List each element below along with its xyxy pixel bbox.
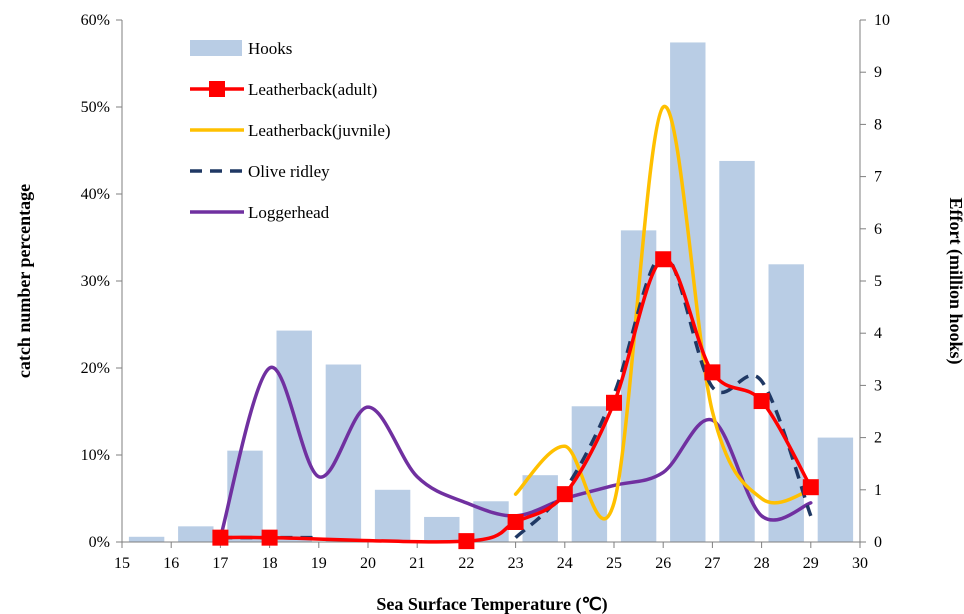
- lines-layer: [212, 105, 819, 550]
- point-leatherback-adult: [606, 394, 622, 411]
- point-leatherback-adult: [507, 513, 524, 530]
- bar-hooks: [719, 160, 755, 542]
- x-tick-label: 15: [114, 555, 130, 572]
- point-leatherback-adult: [753, 393, 770, 410]
- point-leatherback-adult: [458, 533, 475, 550]
- x-tick-label: 30: [852, 555, 868, 572]
- x-tick-label: 16: [163, 555, 179, 572]
- point-leatherback-adult: [212, 529, 229, 546]
- point-leatherback-adult: [655, 251, 672, 268]
- y-right-tick-label: 3: [874, 377, 882, 394]
- x-tick-label: 19: [311, 555, 327, 572]
- bar-hooks: [276, 330, 312, 542]
- x-tick-label: 23: [508, 555, 524, 572]
- series-line-loggerhead: [218, 365, 813, 540]
- legend-label-hooks: Hooks: [248, 39, 292, 58]
- series-line-leatherback-juvnile: [513, 105, 813, 521]
- y-right-tick-label: 5: [874, 273, 882, 290]
- y-right-tick-label: 2: [874, 430, 882, 447]
- bar-hooks: [670, 42, 706, 543]
- y-right-tick-label: 1: [874, 482, 882, 499]
- x-tick-label: 21: [409, 555, 425, 572]
- bar-hooks: [128, 536, 165, 542]
- y-left-tick-label: 30%: [81, 273, 110, 290]
- y-left-tick-label: 60%: [81, 12, 110, 29]
- y-left-tick-label: 10%: [81, 447, 110, 464]
- x-tick-label: 29: [803, 555, 819, 572]
- y-right-tick-label: 4: [874, 325, 882, 342]
- y-right-tick-label: 6: [874, 221, 882, 238]
- legend-label-leatherback-juvnile: Leatherback(juvnile): [248, 121, 391, 140]
- legend-label-olive-ridley: Olive ridley: [248, 162, 330, 181]
- legend-label-loggerhead: Loggerhead: [248, 203, 330, 222]
- y-left-tick-label: 40%: [81, 186, 110, 203]
- bar-hooks: [374, 489, 411, 542]
- axes-layer: 15 16 17 18 19 20 21 22 23 24 25 26 27 28 29 300%10%20%…: [81, 12, 890, 572]
- bar-hooks: [424, 516, 460, 542]
- y-right-tick-label: 9: [874, 64, 882, 81]
- y-right-tick-label: 10: [874, 12, 890, 29]
- legend-swatch-hooks: [190, 40, 242, 56]
- x-tick-label: 25: [606, 555, 622, 572]
- x-tick-label: 24: [557, 555, 573, 572]
- y-right-tick-label: 0: [874, 534, 882, 551]
- x-tick-label: 20: [360, 555, 376, 572]
- y-right-axis-title: Effort (million hooks): [945, 197, 964, 364]
- legend: Hooks Leatherback(adult) Leatherback(juvni…: [190, 39, 391, 222]
- x-tick-label: 22: [458, 555, 474, 572]
- legend-marker-leatherback-adult: [209, 81, 225, 97]
- y-left-axis-title: catch number percentage: [14, 184, 34, 378]
- point-leatherback-adult: [802, 479, 819, 496]
- x-tick-label: 18: [262, 555, 278, 572]
- x-tick-label: 26: [655, 555, 671, 572]
- legend-label-leatherback-adult: Leatherback(adult): [248, 80, 377, 99]
- bar-hooks: [227, 450, 263, 542]
- bar-hooks: [178, 526, 214, 542]
- x-tick-label: 17: [212, 555, 228, 572]
- point-leatherback-adult: [704, 364, 721, 381]
- y-left-tick-label: 50%: [81, 99, 110, 116]
- y-right-tick-label: 8: [874, 116, 882, 133]
- y-left-tick-label: 20%: [81, 360, 110, 377]
- bar-hooks: [325, 364, 362, 542]
- x-axis-title: Sea Surface Temperature (℃): [376, 594, 607, 614]
- bar-hooks: [817, 437, 854, 542]
- y-left-tick-label: 0%: [89, 534, 110, 551]
- series-line-leatherback-adult: [218, 257, 813, 544]
- point-leatherback-adult: [261, 529, 278, 546]
- x-tick-label: 28: [754, 555, 770, 572]
- x-tick-label: 27: [704, 555, 720, 572]
- y-right-tick-label: 7: [874, 169, 882, 186]
- point-leatherback-adult: [556, 486, 573, 503]
